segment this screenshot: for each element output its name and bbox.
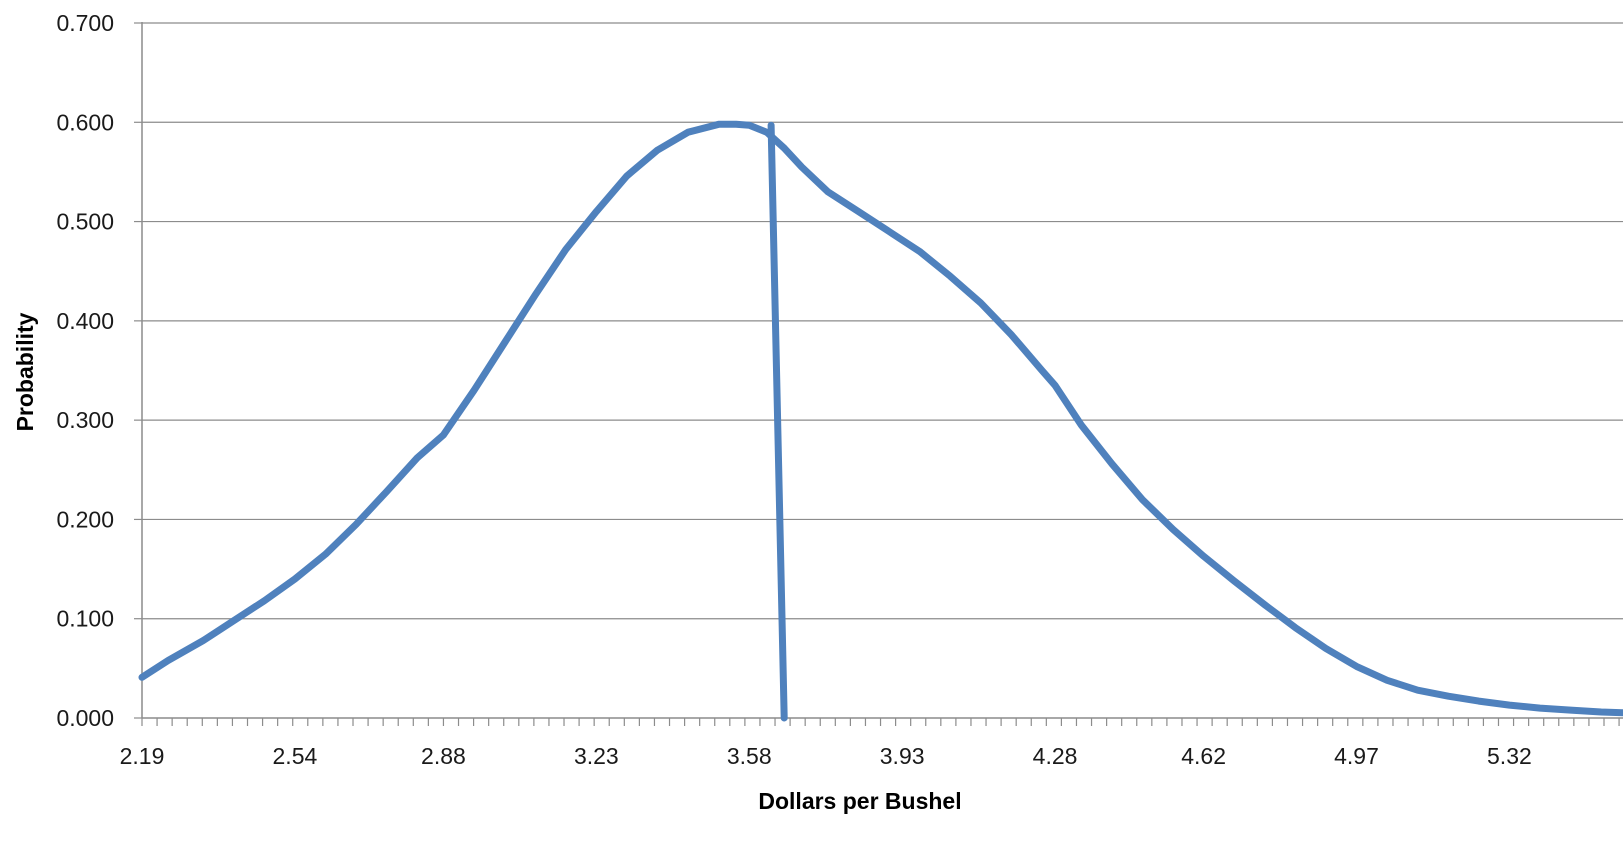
x-tick-label: 4.28 — [1033, 743, 1078, 769]
y-tick-label: 0.300 — [56, 407, 114, 433]
x-tick-label: 2.54 — [273, 743, 318, 769]
x-tick-label: 5.32 — [1487, 743, 1532, 769]
y-tick-label: 0.700 — [56, 10, 114, 36]
x-axis-title: Dollars per Bushel — [758, 788, 961, 814]
x-tick-labels: 2.19 2.54 2.88 3.23 3.58 3.93 4.28 4.62 4.97 5.32 — [120, 743, 1532, 769]
x-tick-label: 3.58 — [727, 743, 772, 769]
x-tick-label: 3.23 — [574, 743, 619, 769]
marker-line — [767, 121, 788, 722]
x-tick-label: 3.93 — [880, 743, 925, 769]
y-tick-labels: 0.000 0.100 0.200 0.300 0.400 0.500 0.600 0.700 — [56, 10, 114, 731]
y-tick-label: 0.200 — [56, 506, 114, 532]
y-tick-label: 0.000 — [56, 705, 114, 731]
x-tick-label: 4.97 — [1334, 743, 1379, 769]
gridlines — [142, 22, 1623, 620]
y-tick-label: 0.400 — [56, 308, 114, 334]
y-tick-label: 0.500 — [56, 209, 114, 235]
probability-curve — [138, 120, 1623, 717]
y-axis-title: Probability — [12, 312, 38, 431]
axes — [134, 22, 1623, 726]
y-tick-label: 0.100 — [56, 606, 114, 632]
data-series — [138, 120, 1623, 722]
x-tick-label: 2.88 — [421, 743, 466, 769]
y-tick-label: 0.600 — [56, 109, 114, 135]
x-tick-label: 2.19 — [120, 743, 165, 769]
x-tick-label: 4.62 — [1181, 743, 1226, 769]
